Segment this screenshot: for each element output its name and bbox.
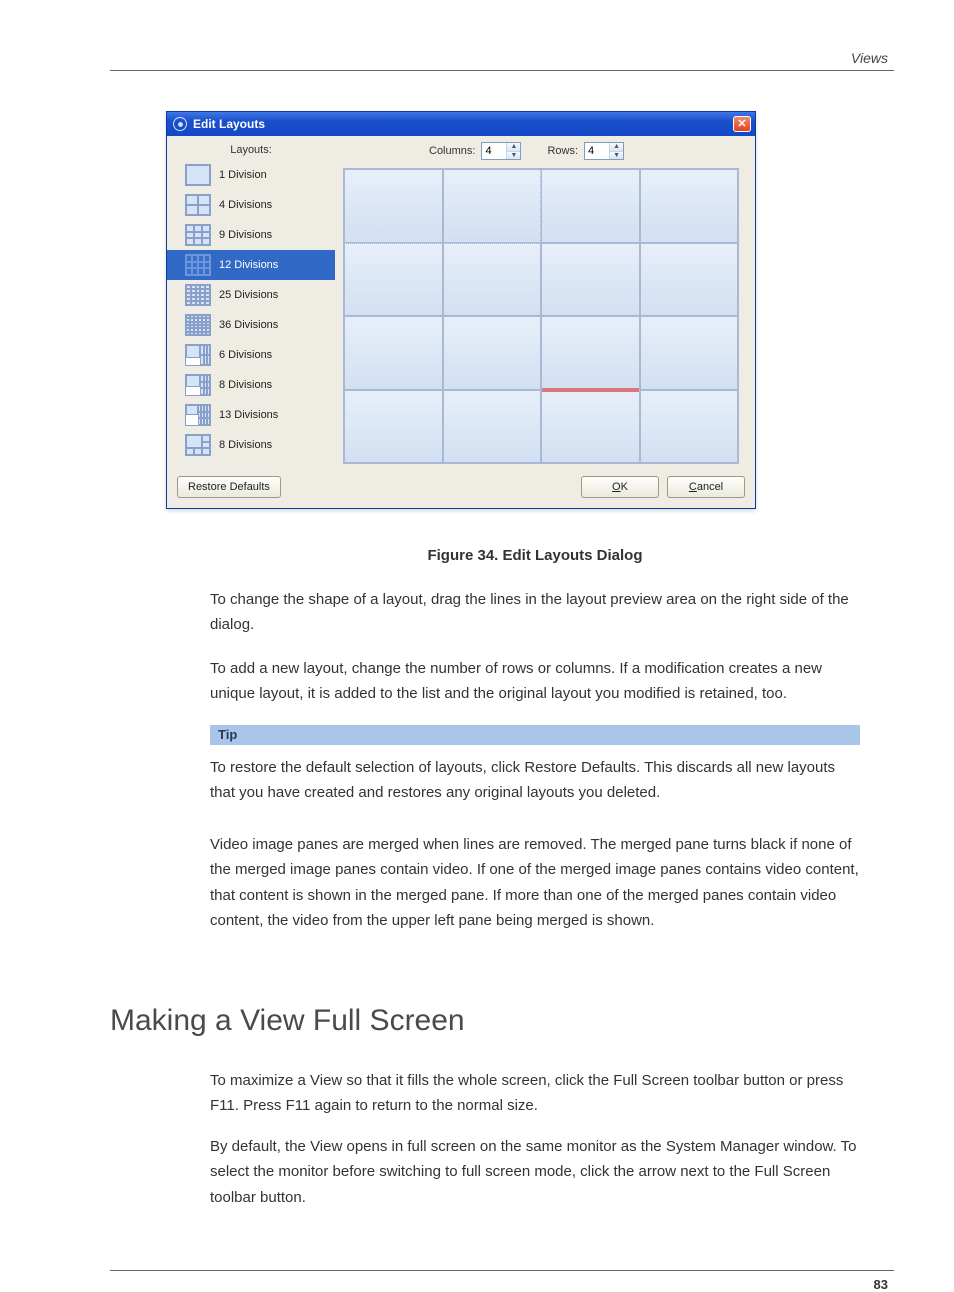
- layout-list: 1 Division 4 Divisions 9 Divisions 12 Divis…: [167, 160, 335, 460]
- layout-item[interactable]: 9 Divisions: [167, 220, 335, 250]
- layout-item[interactable]: 6 Divisions: [167, 340, 335, 370]
- app-icon: [173, 117, 187, 131]
- close-icon[interactable]: ✕: [733, 116, 751, 132]
- layout-item[interactable]: 36 Divisions: [167, 310, 335, 340]
- figure-caption: Figure 34. Edit Layouts Dialog: [210, 543, 860, 569]
- rows-down-icon[interactable]: ▼: [610, 152, 623, 160]
- layout-item-label: 8 Divisions: [219, 379, 272, 391]
- layout-preview-grid[interactable]: [343, 168, 739, 464]
- columns-down-icon[interactable]: ▼: [507, 152, 520, 160]
- body-paragraph: To maximize a View so that it fills the …: [210, 1068, 860, 1119]
- rows-up-icon[interactable]: ▲: [610, 143, 623, 152]
- cancel-button[interactable]: Cancel: [667, 476, 745, 498]
- layout-item-label: 13 Divisions: [219, 409, 278, 421]
- layout-preview-panel: Columns: ▲ ▼ Rows: ▲ ▼: [335, 136, 755, 470]
- header-rule: [110, 70, 894, 71]
- rows-stepper[interactable]: ▲ ▼: [584, 142, 624, 160]
- dialog-footer: Restore Defaults OK Cancel: [167, 470, 755, 508]
- layout-item[interactable]: 13 Divisions: [167, 400, 335, 430]
- layout-item[interactable]: 12 Divisions: [167, 250, 335, 280]
- layout-icon: [185, 284, 211, 306]
- layout-item-label: 8 Divisions: [219, 439, 272, 451]
- dialog-title: Edit Layouts: [193, 117, 265, 131]
- layout-icon: [185, 314, 211, 336]
- columns-input[interactable]: [482, 143, 506, 159]
- layout-item-label: 25 Divisions: [219, 289, 278, 301]
- layout-icon: [185, 434, 211, 456]
- layout-icon: [185, 164, 211, 186]
- rows-input[interactable]: [585, 143, 609, 159]
- layout-item[interactable]: 4 Divisions: [167, 190, 335, 220]
- layout-item[interactable]: 1 Division: [167, 160, 335, 190]
- columns-stepper[interactable]: ▲ ▼: [481, 142, 521, 160]
- rows-label: Rows:: [547, 145, 578, 157]
- edit-layouts-dialog: Edit Layouts ✕ Layouts: 1 Division 4 Divi…: [166, 111, 756, 509]
- layout-icon: [185, 344, 211, 366]
- ok-button[interactable]: OK: [581, 476, 659, 498]
- restore-defaults-button[interactable]: Restore Defaults: [177, 476, 281, 498]
- body-paragraph: Video image panes are merged when lines …: [210, 832, 860, 934]
- body-paragraph: To add a new layout, change the number o…: [210, 656, 860, 707]
- body-paragraph: By default, the View opens in full scree…: [210, 1134, 860, 1211]
- layout-item[interactable]: 25 Divisions: [167, 280, 335, 310]
- layouts-label: Layouts:: [167, 142, 335, 160]
- layout-item-label: 36 Divisions: [219, 319, 278, 331]
- columns-label: Columns:: [429, 145, 475, 157]
- layout-item-label: 4 Divisions: [219, 199, 272, 211]
- layout-icon: [185, 374, 211, 396]
- layouts-panel: Layouts: 1 Division 4 Divisions 9 Division…: [167, 136, 335, 470]
- tip-body: To restore the default selection of layo…: [210, 755, 860, 806]
- dialog-titlebar: Edit Layouts ✕: [167, 112, 755, 136]
- section-heading: Making a View Full Screen: [110, 1004, 894, 1038]
- tip-box: Tip To restore the default selection of …: [210, 725, 860, 806]
- header-section-label: Views: [110, 50, 894, 70]
- layout-item-label: 1 Division: [219, 169, 267, 181]
- footer-rule: [110, 1270, 894, 1271]
- layout-icon: [185, 224, 211, 246]
- layout-item-label: 12 Divisions: [219, 259, 278, 271]
- page-number: 83: [110, 1277, 894, 1292]
- layout-icon: [185, 194, 211, 216]
- layout-item[interactable]: 8 Divisions: [167, 430, 335, 460]
- layout-item-label: 9 Divisions: [219, 229, 272, 241]
- layout-icon: [185, 254, 211, 276]
- body-paragraph: To change the shape of a layout, drag th…: [210, 587, 860, 638]
- layout-item[interactable]: 8 Divisions: [167, 370, 335, 400]
- columns-up-icon[interactable]: ▲: [507, 143, 520, 152]
- layout-item-label: 6 Divisions: [219, 349, 272, 361]
- tip-header: Tip: [210, 725, 860, 745]
- layout-icon: [185, 404, 211, 426]
